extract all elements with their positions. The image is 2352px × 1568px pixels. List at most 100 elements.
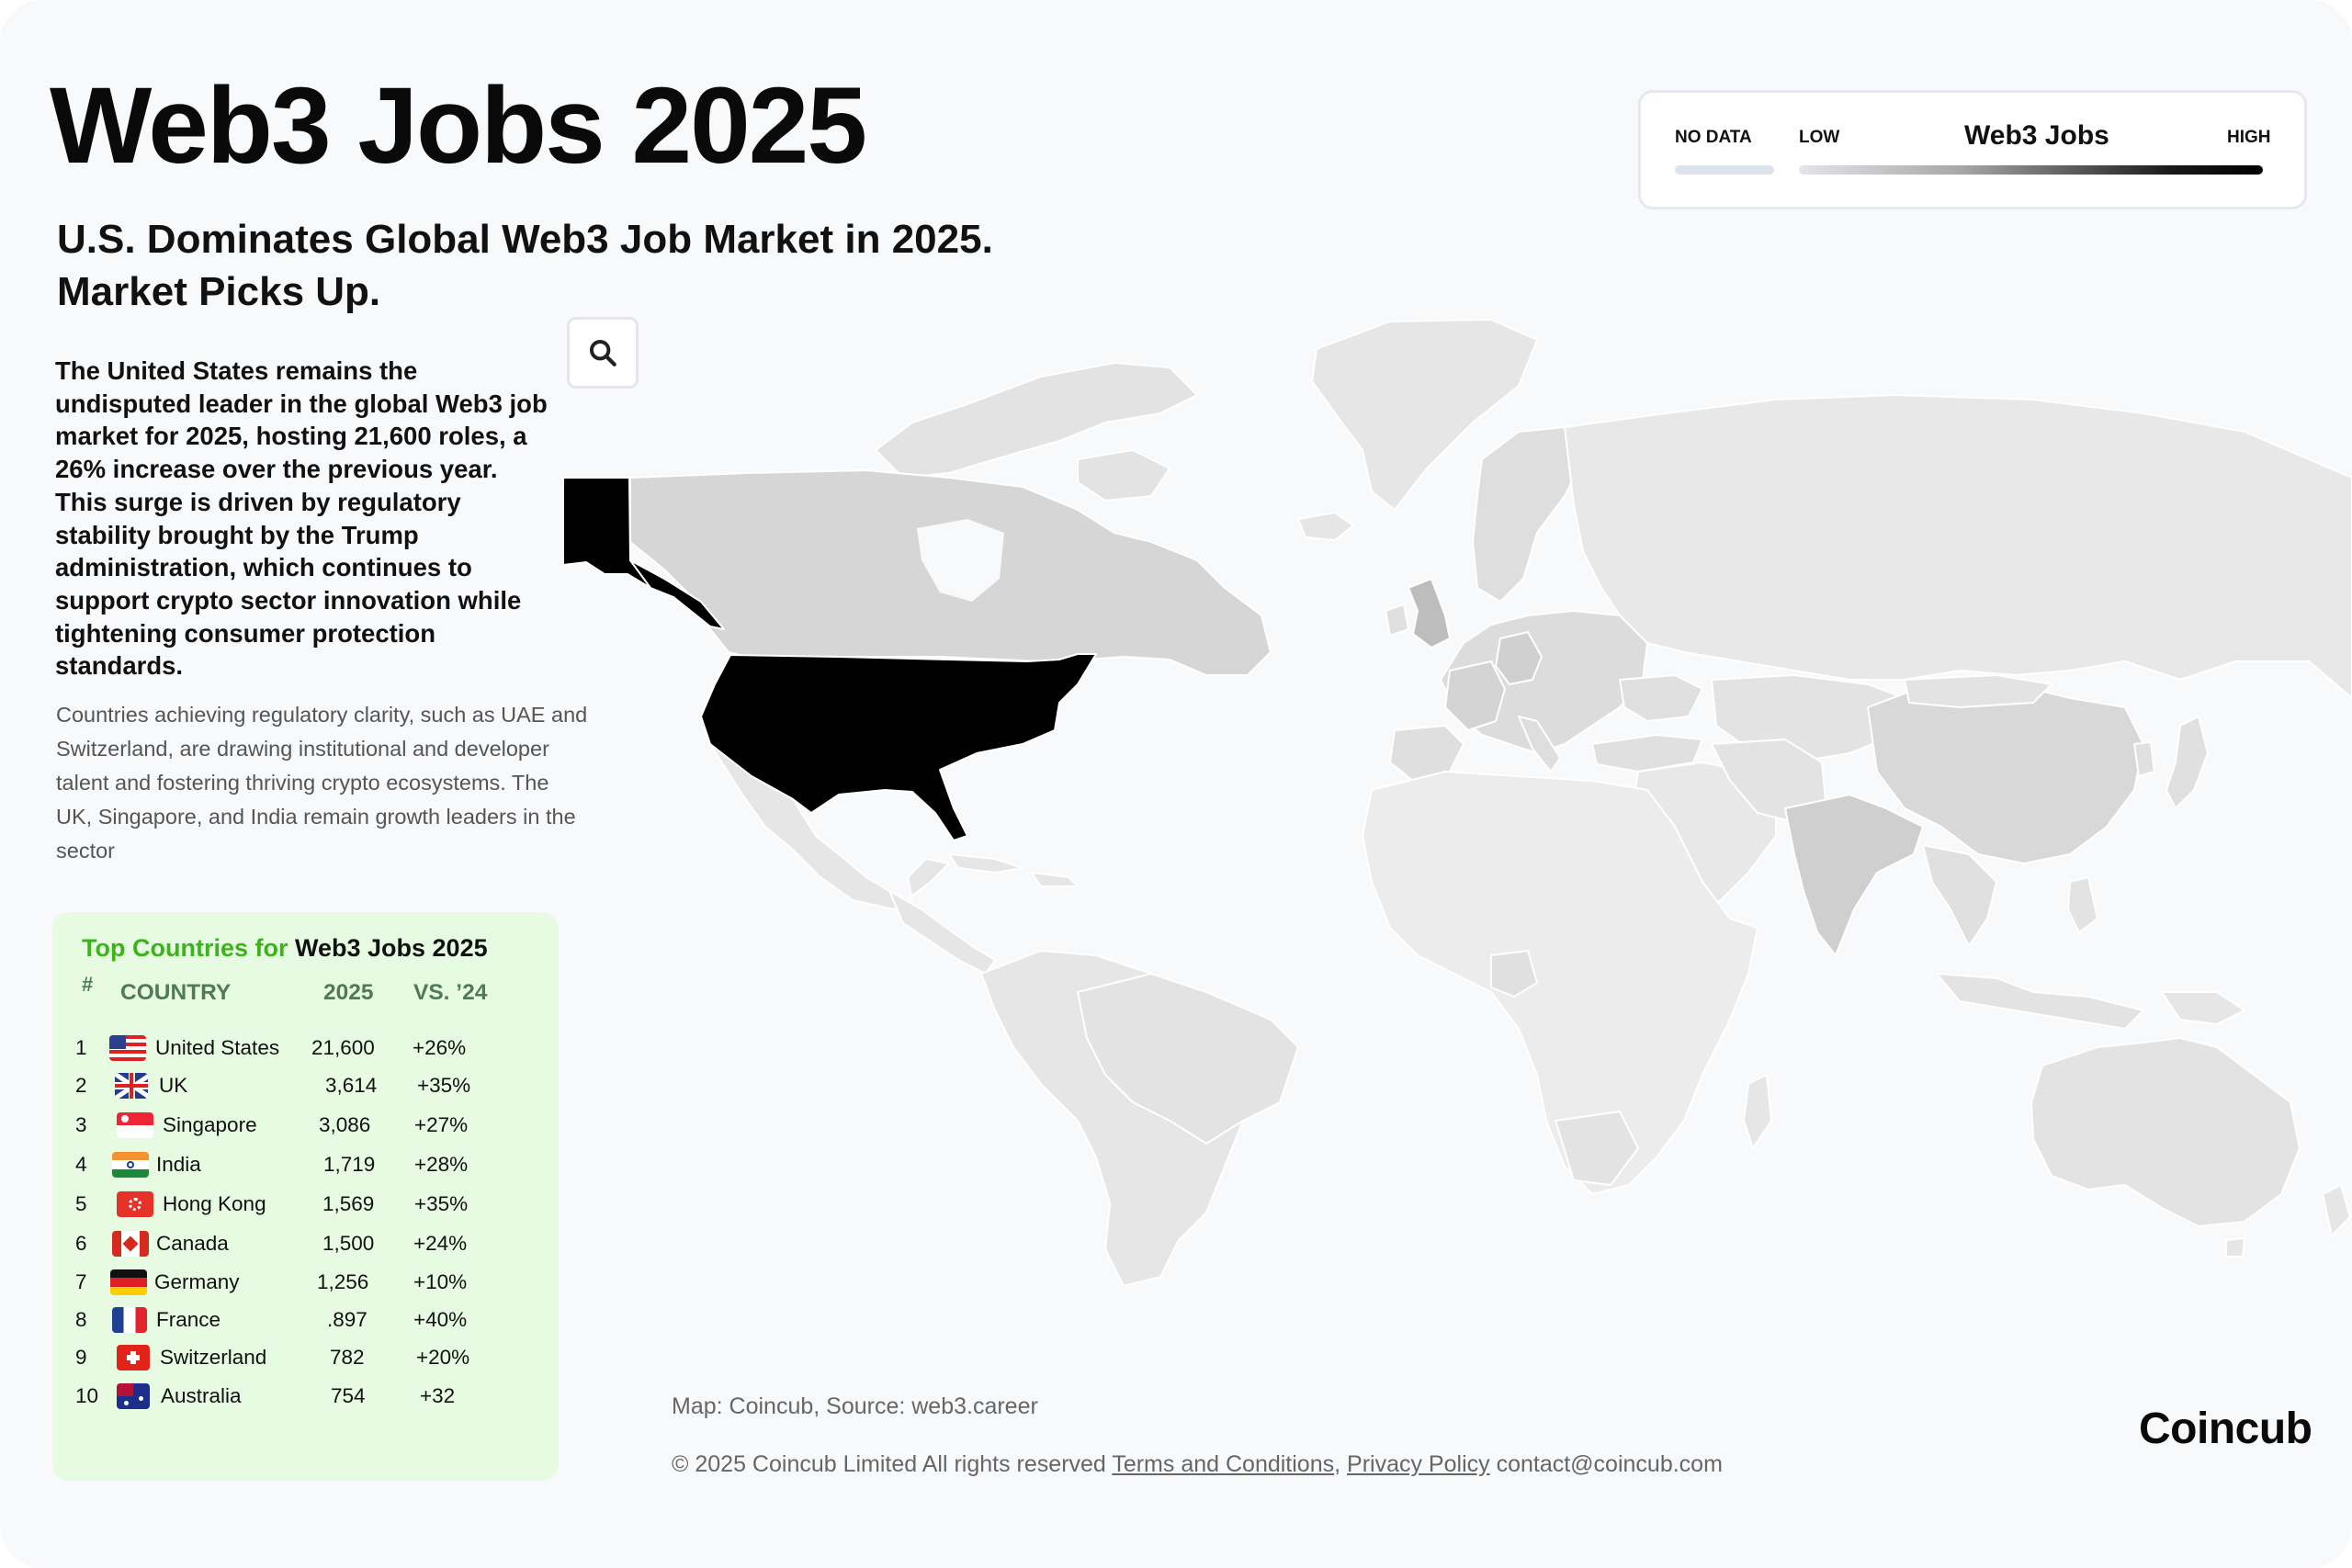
mongolia-region <box>1904 674 2052 708</box>
body-paragraph: Countries achieving regulatory clarity, … <box>56 703 588 863</box>
row-country: UK <box>159 1074 188 1097</box>
row-country: Hong Kong <box>163 1192 266 1215</box>
table-row: 2 UK 3,614 +35% <box>52 1067 559 1104</box>
arctic-islands-region <box>1077 449 1170 502</box>
korea-region <box>2133 741 2155 777</box>
uk-flag <box>115 1073 148 1099</box>
row-rank: 6 <box>75 1232 87 1255</box>
terms-link[interactable]: Terms and Conditions <box>1112 1451 1335 1477</box>
greenland-region <box>1311 319 1538 511</box>
lead-paragraph: The United States remains the undisputed… <box>55 356 548 681</box>
row-country: Germany <box>154 1270 240 1293</box>
table-row: 7 Germany 1,256 +10% <box>52 1264 559 1301</box>
row-rank: 7 <box>75 1270 87 1293</box>
new-guinea-region <box>2161 991 2245 1025</box>
singapore-flag <box>117 1112 153 1138</box>
ireland-region <box>1385 604 1409 637</box>
row-value-2025: 1,256 <box>317 1270 369 1293</box>
row-value-2025: 3,086 <box>319 1113 371 1136</box>
legend-title: Web3 Jobs <box>1964 120 2109 151</box>
privacy-link[interactable]: Privacy Policy <box>1347 1451 1490 1477</box>
world-map[interactable] <box>562 312 2352 1304</box>
brazil-region <box>1077 973 1299 1145</box>
tasmania-region <box>2225 1237 2245 1258</box>
column-header-2025: 2025 <box>323 980 374 1005</box>
contact-email[interactable]: contact@coincub.com <box>1496 1451 1723 1477</box>
row-change: +26% <box>413 1036 467 1059</box>
turkey-region <box>1591 734 1703 773</box>
germany-region <box>1495 631 1543 685</box>
row-value-2025: 782 <box>330 1346 365 1369</box>
caribbean-region <box>1031 872 1079 887</box>
africa-region <box>1362 771 1758 1195</box>
hong-kong-flag <box>117 1191 153 1217</box>
row-country: Australia <box>161 1384 242 1407</box>
row-change: +40% <box>413 1308 468 1331</box>
page-title: Web3 Jobs 2025 <box>50 65 867 186</box>
subtitle: U.S. Dominates Global Web3 Job Market in… <box>57 213 1031 318</box>
row-change: +27% <box>414 1113 469 1136</box>
row-value-2025: 21,600 <box>311 1036 375 1059</box>
germany-flag <box>110 1269 147 1295</box>
row-country: Singapore <box>163 1113 257 1136</box>
row-country: France <box>156 1308 221 1331</box>
new-zealand-region <box>2322 1184 2351 1236</box>
switzerland-flag <box>117 1345 150 1371</box>
row-rank: 10 <box>75 1384 99 1407</box>
row-value-2025: 1,569 <box>322 1192 375 1215</box>
arctic-islands-region <box>875 362 1198 479</box>
search-icon <box>589 339 616 367</box>
column-header-vs-24: VS. ’24 <box>413 980 488 1005</box>
russia-region <box>1564 394 2352 699</box>
australia-flag <box>117 1383 150 1409</box>
column-header-rank: # <box>82 973 94 996</box>
italy-region <box>1518 716 1561 773</box>
table-row: 3 Singapore 3,086 +27% <box>52 1107 559 1144</box>
caribbean-region <box>948 853 1023 874</box>
row-change: +20% <box>416 1346 470 1369</box>
madagascar-region <box>1743 1074 1772 1149</box>
top-countries-table: Top Countries for Web3 Jobs 2025 # COUNT… <box>52 912 559 1481</box>
row-country: India <box>156 1153 201 1176</box>
brand-logo[interactable]: Coincub <box>2139 1404 2312 1453</box>
row-rank: 8 <box>75 1308 87 1331</box>
mexico-region <box>709 743 950 910</box>
row-change: +28% <box>414 1153 469 1176</box>
table-row: 6 Canada 1,500 +24% <box>52 1225 559 1262</box>
table-row: 4 India 1,719 +28% <box>52 1146 559 1183</box>
row-value-2025: 1,719 <box>323 1153 376 1176</box>
france-flag <box>112 1307 147 1333</box>
iceland-region <box>1297 512 1354 541</box>
row-rank: 5 <box>75 1192 87 1215</box>
scandinavia-region <box>1472 426 1584 603</box>
table-row: 10 Australia 754 +32 <box>52 1378 559 1415</box>
uk-region <box>1408 578 1451 649</box>
row-country: Canada <box>156 1232 229 1255</box>
column-header-country: COUNTRY <box>120 980 232 1005</box>
central-america-region <box>888 890 996 975</box>
india-flag <box>112 1152 149 1178</box>
philippines-region <box>2067 876 2098 933</box>
table-row: 1 United States 21,600 +26% <box>52 1030 559 1066</box>
south-africa-region <box>1555 1111 1639 1186</box>
table-title: Top Countries for Web3 Jobs 2025 <box>82 934 488 963</box>
row-change: +35% <box>414 1192 469 1215</box>
table-row: 5 Hong Kong 1,569 +35% <box>52 1186 559 1223</box>
row-change: +10% <box>413 1270 468 1293</box>
row-rank: 9 <box>75 1346 87 1369</box>
row-value-2025: 1,500 <box>322 1232 375 1255</box>
table-title-suffix: Web3 Jobs 2025 <box>295 934 488 962</box>
indonesia-region <box>1936 973 2144 1030</box>
map-source-credit: Map: Coincub, Source: web3.career <box>672 1393 1038 1419</box>
us-flag <box>109 1035 146 1061</box>
footer-separator: , <box>1334 1451 1341 1477</box>
search-button[interactable] <box>567 317 639 389</box>
copyright-text: © 2025 Coincub Limited All rights reserv… <box>672 1451 1106 1477</box>
row-rank: 4 <box>75 1153 87 1176</box>
india-region <box>1784 794 1924 956</box>
legend-gradient-bar <box>1799 165 2263 175</box>
table-row: 8 France .897 +40% <box>52 1302 559 1338</box>
table-title-prefix: Top Countries for <box>82 934 288 962</box>
legend-low-label: LOW <box>1799 128 1840 147</box>
